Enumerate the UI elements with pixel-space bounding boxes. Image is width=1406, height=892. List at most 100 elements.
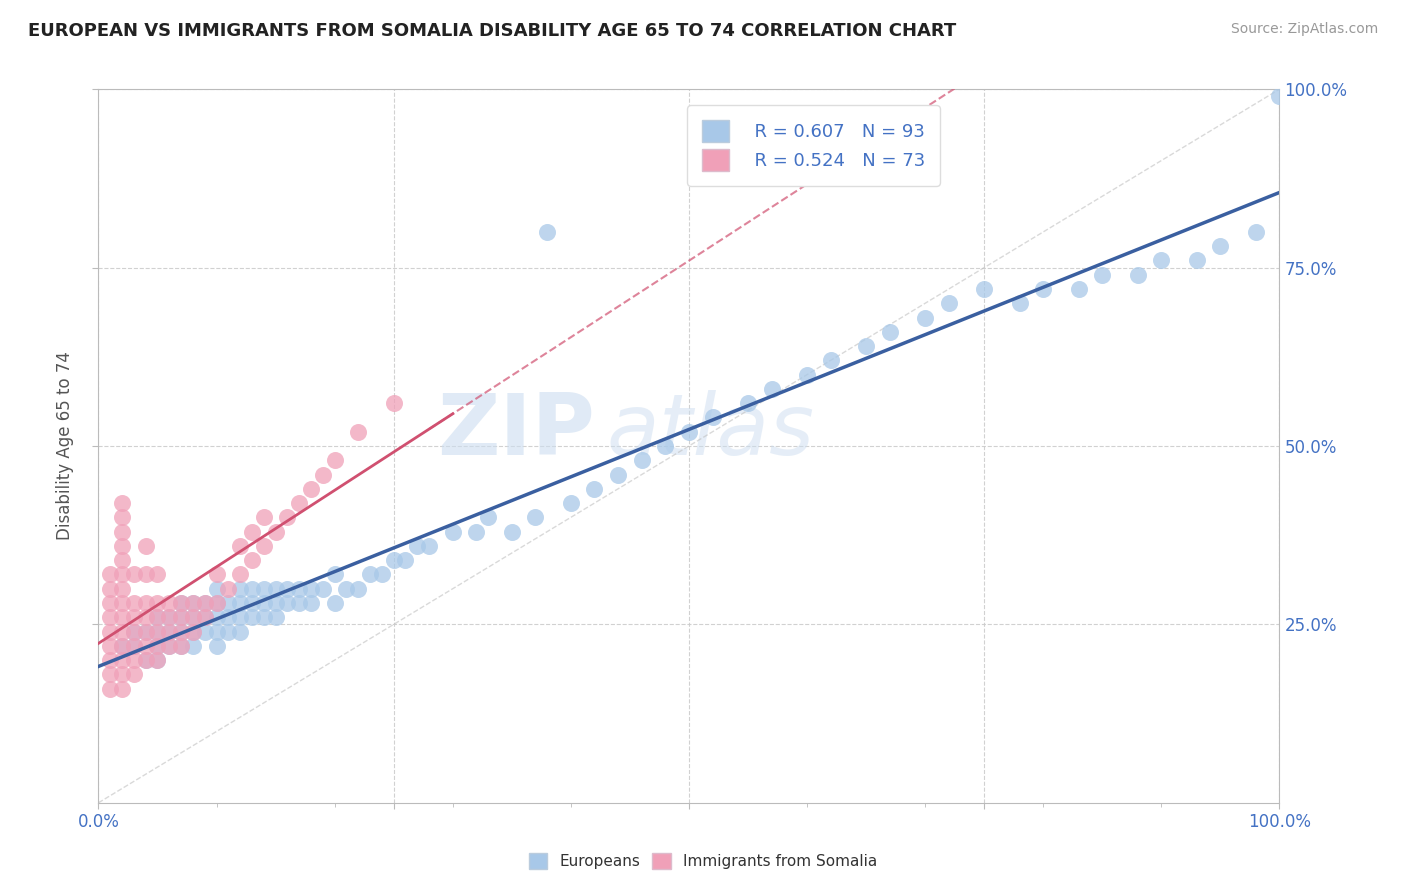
Point [536,225,558,239]
Point [205,596,228,610]
Point [253,510,276,524]
Point [146,610,169,624]
Legend:   R = 0.607   N = 93,   R = 0.524   N = 73: R = 0.607 N = 93, R = 0.524 N = 73 [688,105,939,186]
Point [359,567,381,582]
Point [288,496,311,510]
Point [382,553,405,567]
Point [98,681,121,696]
Point [299,482,322,496]
Point [194,610,217,624]
Point [253,539,276,553]
Point [122,639,145,653]
Point [560,496,582,510]
Point [111,667,134,681]
Point [111,610,134,624]
Point [205,596,228,610]
Point [347,425,370,439]
Text: Source: ZipAtlas.com: Source: ZipAtlas.com [1230,22,1378,37]
Point [678,425,700,439]
Point [524,510,547,524]
Point [170,610,193,624]
Point [122,667,145,681]
Point [98,653,121,667]
Point [394,553,416,567]
Point [335,582,357,596]
Point [347,582,370,596]
Point [135,624,157,639]
Point [820,353,842,368]
Point [253,596,276,610]
Point [135,624,157,639]
Point [135,539,157,553]
Point [276,510,298,524]
Point [170,624,193,639]
Point [170,596,193,610]
Point [181,610,204,624]
Point [382,396,405,410]
Point [170,610,193,624]
Point [111,539,134,553]
Legend: Europeans, Immigrants from Somalia: Europeans, Immigrants from Somalia [523,847,883,875]
Point [146,653,169,667]
Point [630,453,652,467]
Point [157,610,180,624]
Point [217,610,239,624]
Point [111,653,134,667]
Point [1032,282,1054,296]
Point [276,596,298,610]
Point [1126,268,1149,282]
Point [914,310,936,325]
Point [1244,225,1267,239]
Point [702,410,724,425]
Text: ZIP: ZIP [437,390,595,474]
Point [194,610,217,624]
Point [1008,296,1031,310]
Point [146,653,169,667]
Point [406,539,429,553]
Point [240,553,263,567]
Point [1268,89,1291,103]
Point [855,339,877,353]
Point [98,610,121,624]
Point [194,596,217,610]
Point [170,639,193,653]
Point [205,639,228,653]
Point [157,596,180,610]
Point [146,567,169,582]
Point [135,653,157,667]
Point [146,624,169,639]
Point [323,596,346,610]
Point [205,567,228,582]
Point [111,624,134,639]
Point [371,567,394,582]
Point [264,582,287,596]
Point [122,624,145,639]
Point [737,396,759,410]
Point [181,596,204,610]
Point [973,282,995,296]
Point [276,582,298,596]
Point [98,639,121,653]
Point [253,582,276,596]
Point [135,567,157,582]
Point [146,639,169,653]
Point [98,667,121,681]
Point [323,453,346,467]
Point [264,524,287,539]
Point [879,325,901,339]
Point [111,524,134,539]
Text: atlas: atlas [606,390,814,474]
Point [194,624,217,639]
Point [157,639,180,653]
Point [465,524,488,539]
Point [217,582,239,596]
Point [122,610,145,624]
Point [299,582,322,596]
Point [761,382,783,396]
Point [229,539,252,553]
Point [418,539,440,553]
Point [501,524,523,539]
Point [181,610,204,624]
Point [1209,239,1232,253]
Point [135,639,157,653]
